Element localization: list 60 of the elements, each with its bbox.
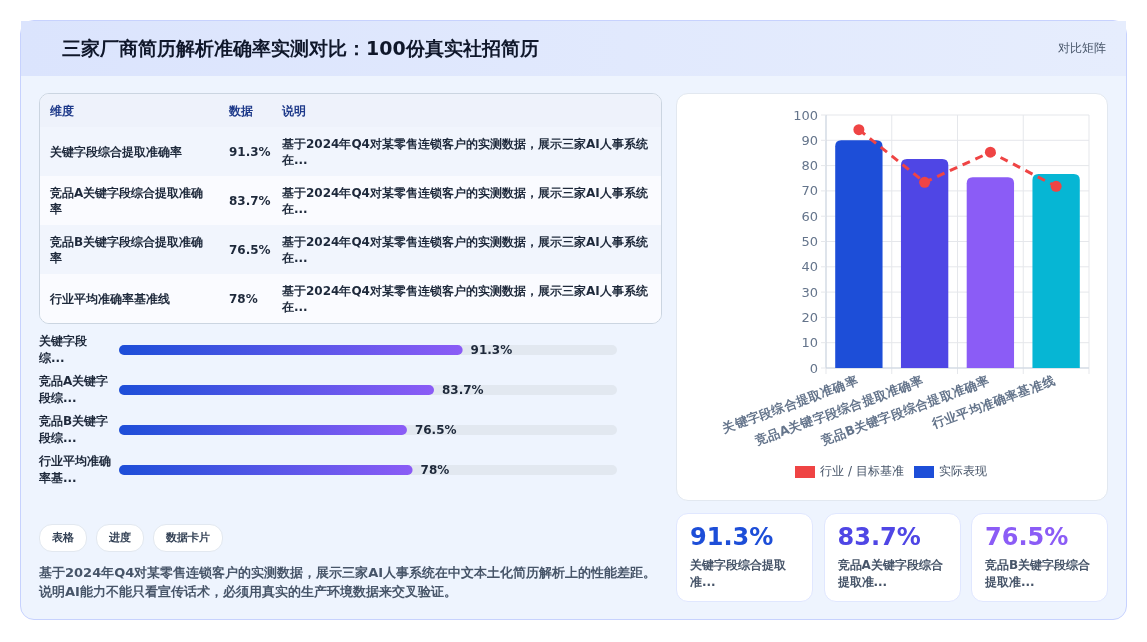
text: 三家厂商简历解析准确率实测对比：100份真实社招简历 (62, 36, 539, 61)
bar (966, 177, 1015, 368)
legend-label: 行业 / 目标基准 (820, 463, 904, 480)
text: 竞品B关键字段综合提取准... (985, 557, 1092, 591)
y-tick-label: 100 (793, 107, 818, 123)
text: 基于2024年Q4对某零售连锁客户的实测数据，展示三家AI人事系统在中文本土化简历解析上的性能差距。说明AI能力不能只看宣传话术，必须用真实的生产环境数据来交叉验证。 (39, 564, 658, 601)
point (919, 176, 931, 188)
text: 83.7% (229, 192, 272, 210)
data-label: 76.5% (414, 423, 457, 437)
data-label: 91.3% (470, 343, 513, 357)
text: 竞品B关键字段综合提取准确率 (50, 233, 205, 267)
bar: 78% (119, 463, 617, 477)
text: 78% (229, 290, 259, 308)
y-tick-label: 40 (801, 259, 818, 275)
text: 维度 (50, 102, 75, 120)
bar: 76.5% (119, 423, 617, 437)
text: 说明 (282, 102, 307, 120)
y-tick-label: 80 (801, 158, 818, 174)
text: 竞品A关键字段综合提取准... (837, 557, 944, 591)
text: 83.7% (837, 523, 921, 551)
y-tick-label: 70 (801, 183, 818, 199)
text: 91.3% (229, 143, 272, 161)
point (853, 124, 865, 136)
text: 对比矩阵 (1057, 40, 1106, 57)
text: 关键字段综合提取准确率 (50, 143, 183, 161)
text: 关键字段综合提取准... (690, 557, 787, 591)
bar (900, 159, 949, 368)
category-label: 关键字段综... (39, 334, 87, 365)
y-tick-label: 50 (801, 234, 818, 249)
text: 91.3% (690, 523, 774, 551)
y-tick-label: 10 (801, 335, 818, 351)
category-label: 行业平均准确率基... (39, 454, 111, 485)
bar: 83.7% (119, 383, 617, 397)
text: 竞品A关键字段综合提取准确率 (50, 184, 205, 218)
bar (835, 140, 883, 368)
text: 数据卡片 (153, 524, 223, 552)
text: 行业平均准确率基准线 (50, 290, 171, 308)
category-label: 竞品A关键字段综... (39, 374, 109, 405)
bar (1032, 173, 1080, 368)
text: 数据 (229, 102, 254, 120)
text: 基于2024年Q4对某零售连锁客户的实测数据，展示三家AI人事系统在... (282, 233, 649, 267)
text: 基于2024年Q4对某零售连锁客户的实测数据，展示三家AI人事系统在... (282, 135, 649, 169)
y-tick-label: 30 (801, 284, 818, 300)
text: 进度 (96, 524, 144, 552)
data-label: 83.7% (442, 383, 484, 397)
y-tick-label: 90 (801, 132, 818, 148)
text: 表格 (39, 524, 87, 552)
category-label: 竞品B关键字段综... (39, 414, 109, 445)
text: 76.5% (985, 523, 1069, 551)
y-tick-label: 20 (801, 309, 818, 325)
bar: 91.3% (119, 343, 617, 357)
point (984, 146, 996, 158)
text: 基于2024年Q4对某零售连锁客户的实测数据，展示三家AI人事系统在... (282, 184, 649, 218)
text: 76.5% (229, 241, 272, 259)
legend-label: 实际表现 (938, 463, 987, 480)
point (1050, 180, 1062, 192)
data-label: 78% (420, 463, 450, 477)
y-tick-label: 0 (809, 360, 818, 376)
y-tick-label: 60 (801, 208, 818, 224)
text: 基于2024年Q4对某零售连锁客户的实测数据，展示三家AI人事系统在... (282, 282, 649, 316)
